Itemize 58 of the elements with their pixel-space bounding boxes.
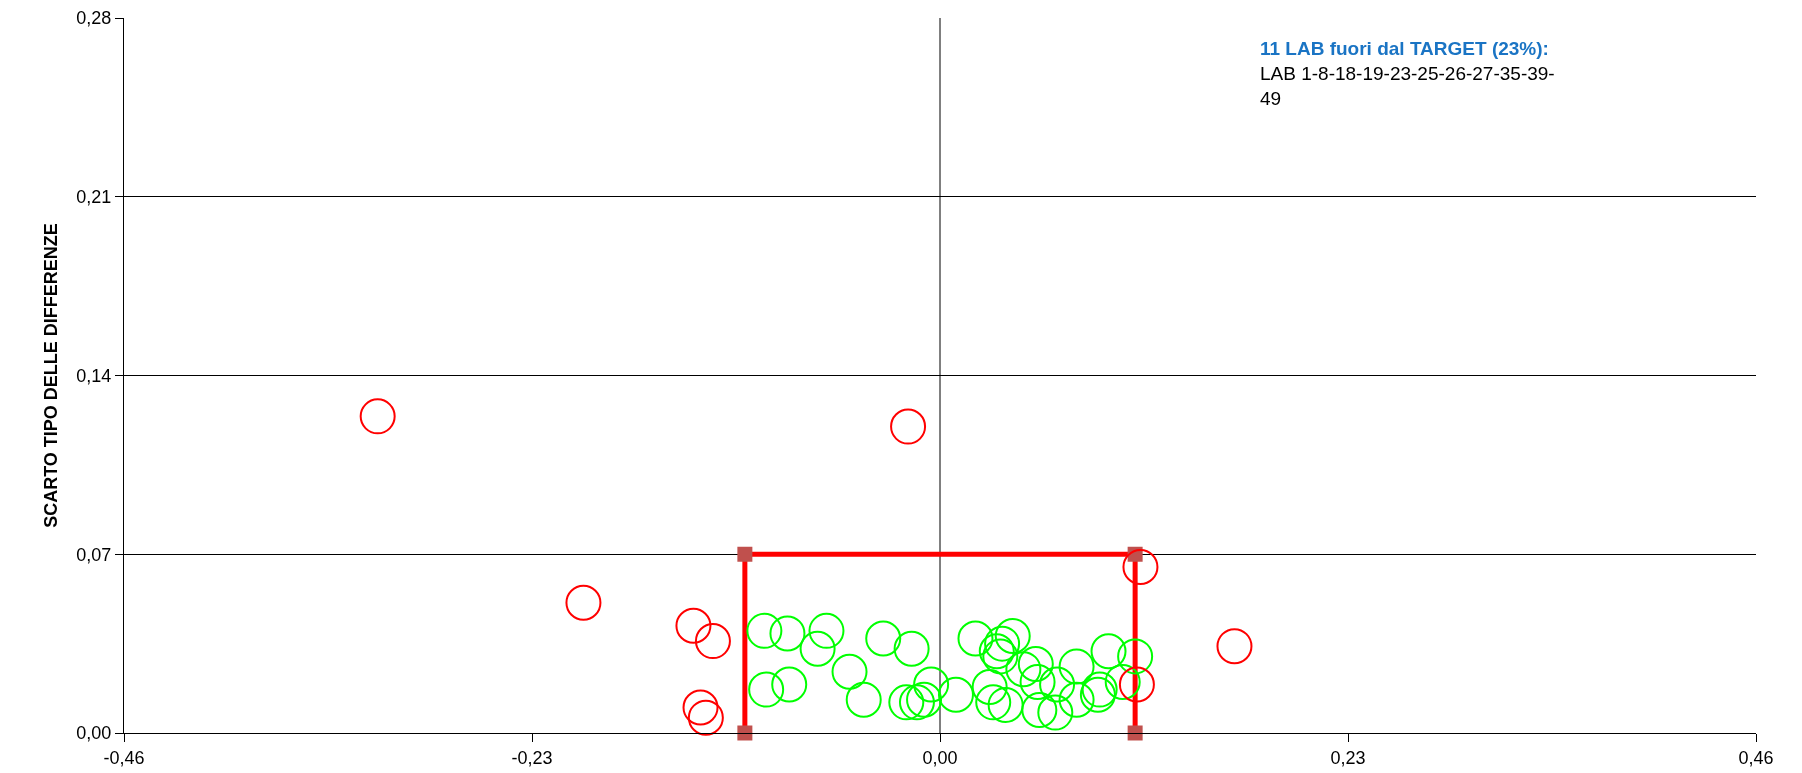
point bbox=[1037, 694, 1074, 731]
point bbox=[888, 684, 925, 721]
y-tick-label: 0,07 bbox=[76, 544, 112, 565]
y-tick-label: 0,28 bbox=[76, 8, 112, 29]
point bbox=[769, 615, 806, 652]
point bbox=[1021, 692, 1058, 728]
point bbox=[799, 630, 836, 667]
point bbox=[987, 686, 1024, 723]
annotation: LAB 1-8-18-19-23-25-26-27-35-39-49 bbox=[1260, 63, 1555, 109]
point bbox=[1118, 666, 1155, 703]
point bbox=[1058, 648, 1095, 685]
annotation: 11 LAB fuori dal TARGET (23%): bbox=[1260, 38, 1549, 59]
y-tick-label: 0,14 bbox=[76, 365, 112, 386]
point bbox=[994, 617, 1031, 654]
x-tick-label: -0,23 bbox=[511, 747, 553, 768]
point bbox=[893, 630, 930, 667]
point bbox=[737, 725, 753, 741]
x-tick-label: 0,00 bbox=[922, 747, 958, 768]
x-tick-label: 0,23 bbox=[1330, 747, 1366, 768]
point bbox=[1039, 666, 1076, 703]
point bbox=[906, 681, 943, 718]
point bbox=[1122, 549, 1159, 585]
point bbox=[359, 398, 396, 435]
point bbox=[1019, 663, 1056, 700]
point bbox=[1005, 651, 1042, 688]
point bbox=[913, 666, 950, 703]
point bbox=[1090, 633, 1127, 670]
x-tick-label: 0,46 bbox=[1738, 747, 1774, 768]
point bbox=[748, 671, 785, 708]
point bbox=[675, 607, 712, 644]
point bbox=[1117, 638, 1154, 675]
point bbox=[984, 625, 1021, 662]
point bbox=[694, 623, 731, 660]
y-tick-label: 0,21 bbox=[76, 187, 112, 208]
point bbox=[1058, 681, 1095, 718]
x-tick-label: -0,46 bbox=[103, 747, 145, 768]
point bbox=[771, 666, 808, 703]
point bbox=[975, 684, 1012, 721]
point bbox=[1017, 646, 1054, 683]
point bbox=[957, 620, 994, 657]
point bbox=[845, 681, 882, 718]
point bbox=[1127, 725, 1143, 741]
point bbox=[687, 699, 724, 736]
y-tick-label: 0,00 bbox=[76, 723, 112, 744]
point bbox=[808, 612, 845, 649]
y-axis-title: SCARTO TIPO DELLE DIFFERENZE bbox=[40, 223, 61, 528]
point bbox=[746, 612, 783, 649]
point bbox=[865, 620, 902, 657]
point bbox=[831, 653, 868, 690]
point bbox=[971, 669, 1008, 706]
point bbox=[1216, 628, 1253, 665]
point bbox=[565, 584, 602, 621]
point bbox=[1104, 663, 1141, 700]
point bbox=[937, 676, 974, 713]
point bbox=[890, 408, 927, 445]
point bbox=[898, 684, 935, 721]
point bbox=[737, 546, 753, 562]
point bbox=[682, 689, 719, 726]
